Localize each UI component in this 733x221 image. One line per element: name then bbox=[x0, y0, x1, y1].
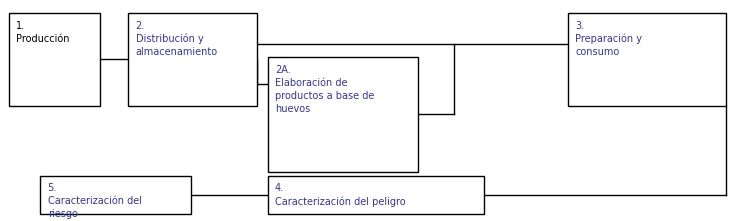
Text: 2A.
Elaboración de
productos a base de
huevos: 2A. Elaboración de productos a base de h… bbox=[275, 65, 375, 114]
Text: 2.
Distribución y
almacenamiento: 2. Distribución y almacenamiento bbox=[136, 21, 218, 57]
Bar bbox=[40, 176, 191, 214]
Text: 3.
Preparación y
consumo: 3. Preparación y consumo bbox=[575, 21, 642, 57]
Text: 4.
Caracterización del peligro: 4. Caracterización del peligro bbox=[275, 183, 405, 207]
Bar bbox=[568, 13, 726, 106]
Bar bbox=[268, 176, 484, 214]
Text: 5.
Caracterización del
riesgo: 5. Caracterización del riesgo bbox=[48, 183, 141, 219]
Bar bbox=[128, 13, 257, 106]
Bar bbox=[9, 13, 100, 106]
Text: 1.
Producción: 1. Producción bbox=[16, 21, 70, 44]
Bar bbox=[268, 57, 418, 172]
